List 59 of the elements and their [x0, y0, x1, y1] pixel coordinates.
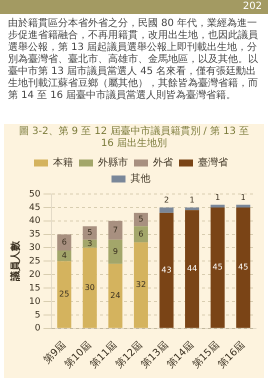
data-label: 44 [186, 264, 198, 274]
data-label: 24 [110, 290, 120, 300]
data-label: 5 [138, 214, 144, 224]
y-tick-label: 15 [29, 283, 40, 294]
y-tick-label: 5 [34, 310, 40, 320]
data-label: 5 [87, 228, 92, 238]
chart-title: 圖 3-2、第 9 至 12 屆臺中市議員籍貫別 / 第 13 至 16 屆出生地別 [18, 124, 250, 150]
bar [159, 207, 174, 213]
data-label: 9 [112, 246, 118, 256]
y-tick-label: 35 [29, 230, 40, 240]
data-label: 43 [161, 265, 172, 274]
y-tick-label: 40 [29, 216, 41, 226]
bar [210, 204, 225, 208]
bar [134, 242, 148, 328]
bar [236, 207, 250, 328]
bar [134, 226, 148, 242]
y-tick-label: 25 [29, 256, 40, 267]
data-label: 1 [215, 192, 220, 202]
data-label: 3 [87, 238, 92, 248]
legend-label: 外省 [153, 156, 173, 169]
bar [57, 250, 72, 262]
data-label: 32 [136, 280, 146, 290]
data-label: 6 [138, 229, 144, 238]
data-label: 7 [112, 225, 118, 234]
legend-label: 其他 [130, 172, 150, 185]
bar [57, 234, 72, 250]
data-label: 1 [190, 196, 195, 205]
bar [159, 212, 174, 328]
legend-label: 臺灣省 [198, 156, 228, 169]
y-tick-label: 30 [29, 243, 41, 254]
text: 202 [242, 1, 262, 12]
data-label: 1 [240, 192, 246, 202]
y-tick-label: 45 [29, 202, 40, 213]
data-label: 45 [212, 262, 223, 272]
data-label: 45 [238, 262, 248, 272]
bar [108, 220, 122, 240]
bar [57, 261, 72, 328]
data-label: 4 [62, 250, 67, 260]
y-tick-label: 20 [29, 270, 41, 280]
bar [185, 210, 200, 328]
y-tick-label: 10 [29, 296, 41, 307]
text: 由於籍貫區分本省外省之分，民國 80 年代，業經為進一步促進省籍融合，不再用籍貫，改用出生地，也因此議員選舉公報，第 13 屆起議員選舉公報上即刊載出生地，分別為臺灣省、臺北市、高雄市、金馬地區，以及其他。以臺中市第 13 屆市議員當選人 45 名來看，僅有張廷勳出生地刊載江蘇省豆鄉（屬其他），其餘皆為臺灣省籍，而第 14 至 16 屆臺中市議員當選人則皆為臺灣省籍。 [8, 18, 259, 102]
data-label: 2 [164, 196, 170, 205]
legend-label: 外縣市 [98, 156, 128, 169]
bar [82, 248, 97, 328]
data-label: 25 [59, 290, 70, 299]
legend-label: 本籍 [53, 156, 73, 169]
data-label: 30 [84, 282, 95, 292]
y-axis-title: 議員人數 [10, 240, 22, 282]
bar [108, 264, 122, 328]
bar [236, 204, 250, 208]
bar [185, 207, 200, 210]
bar [82, 240, 97, 248]
bar [210, 207, 225, 328]
bar [108, 240, 122, 264]
y-tick-label: 50 [29, 189, 41, 200]
y-tick-label: 0 [34, 324, 41, 334]
bar [134, 212, 148, 226]
data-label: 6 [62, 237, 67, 246]
